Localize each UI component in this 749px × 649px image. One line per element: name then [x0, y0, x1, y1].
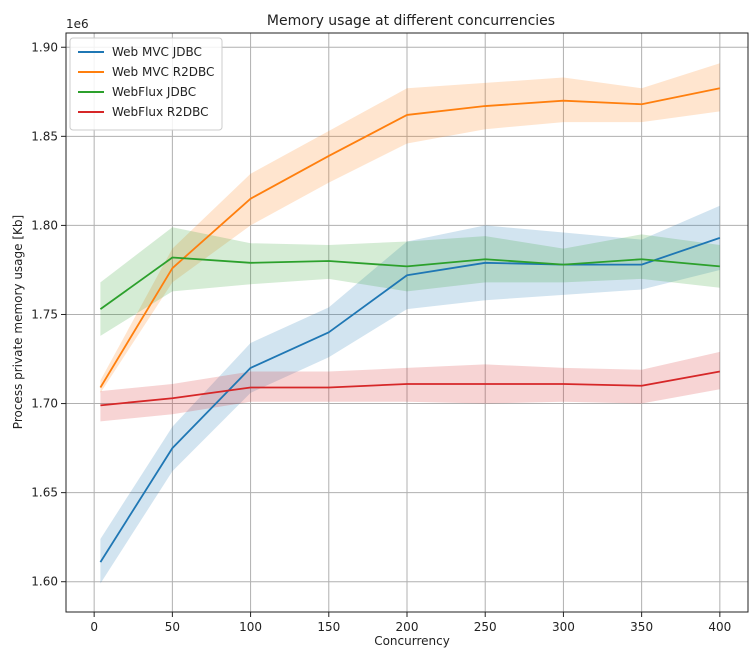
x-tick-label: 0: [90, 620, 98, 634]
x-tick-label: 150: [317, 620, 340, 634]
y-tick-label: 1.90: [31, 40, 58, 54]
legend-box: [69, 37, 223, 131]
y-tick-label: 1.75: [31, 307, 58, 321]
webflux-jdbc-line: [99, 256, 720, 310]
y-tick-label: 1.80: [31, 218, 58, 232]
x-axis-label: Concurrency: [374, 634, 450, 648]
series-lines: [99, 87, 721, 563]
webflux-r2dbc-line: [100, 370, 721, 407]
webflux-jdbc-band: [100, 227, 720, 336]
legend-label-webflux-r2dbc: WebFlux R2DBC: [112, 105, 209, 119]
y-axis-ticks: 1.60 1.65 1.70 1.75 1.80 1.85 1.90: [31, 40, 66, 589]
x-tick-label: 250: [474, 620, 497, 634]
legend: Web MVC JDBC Web MVC R2DBC WebFlux JDBC Web…: [69, 37, 223, 131]
web-mvc-jdbc-line: [99, 237, 721, 563]
legend-label-webflux-jdbc: WebFlux JDBC: [112, 85, 196, 99]
web-mvc-r2dbc-band: [100, 63, 720, 393]
x-tick-label: 100: [239, 620, 262, 634]
x-tick-label: 300: [552, 620, 575, 634]
web-mvc-r2dbc-line: [99, 87, 721, 388]
legend-label-web-mvc-jdbc: Web MVC JDBC: [112, 45, 202, 59]
legend-label-web-mvc-r2dbc: Web MVC R2DBC: [112, 65, 214, 79]
webflux-r2dbc-band: [100, 351, 720, 422]
confidence-bands: [100, 63, 720, 584]
x-tick-label: 400: [708, 620, 731, 634]
x-tick-label: 200: [396, 620, 419, 634]
x-tick-label: 50: [165, 620, 180, 634]
x-axis-ticks: 0 50 100 150 200 250 300 350 400: [90, 612, 731, 634]
grid: [66, 33, 748, 612]
y-offset-label: 1e6: [66, 17, 89, 31]
y-tick-label: 1.65: [31, 486, 58, 500]
y-tick-label: 1.85: [31, 129, 58, 143]
chart-title: Memory usage at different concurrencies: [267, 13, 555, 29]
x-tick-label: 350: [630, 620, 653, 634]
y-tick-label: 1.60: [31, 575, 58, 589]
y-tick-label: 1.70: [31, 397, 58, 411]
y-axis-label: Process private memory usage [Kb]: [11, 215, 25, 429]
